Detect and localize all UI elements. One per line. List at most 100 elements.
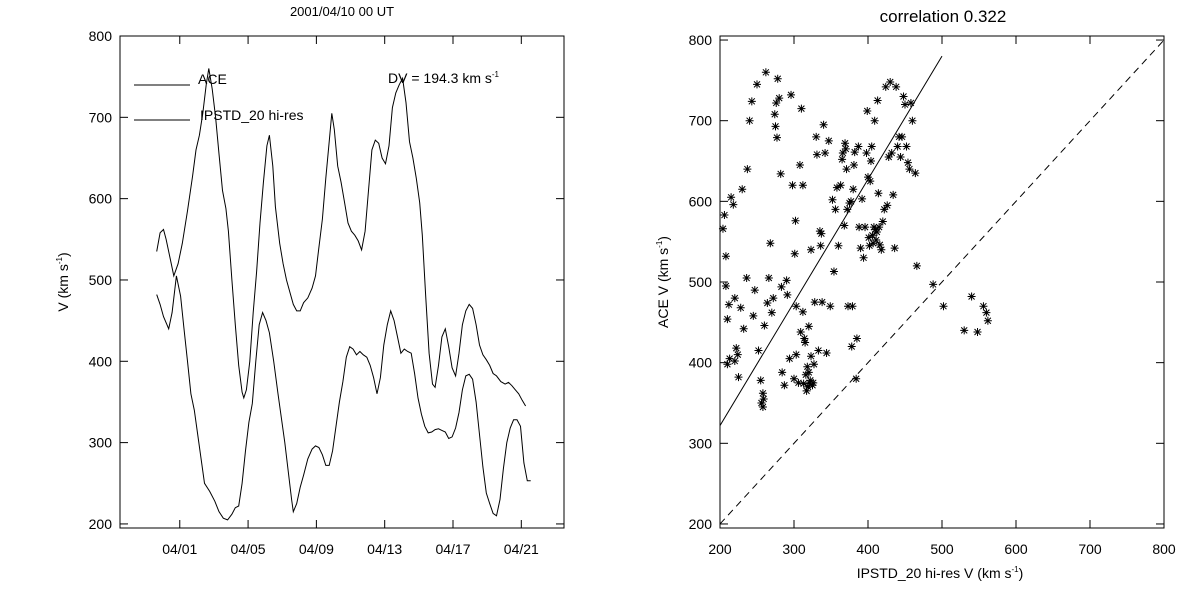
scatter-point (861, 223, 870, 232)
identity-dashed-line (720, 39, 1164, 525)
scatter-point (792, 302, 801, 311)
left-chart-title: 2001/04/10 00 UT (290, 4, 394, 19)
left-y-axis-label-text: V (km s (55, 264, 71, 311)
scatter-point (869, 239, 878, 248)
scatter-point (725, 354, 734, 363)
right-y-tick-label: 700 (689, 113, 713, 129)
left-y-axis-label-close: ) (55, 252, 71, 257)
scatter-point (721, 252, 730, 261)
scatter-point (893, 142, 902, 151)
left-y-axis-label-sup: -1 (55, 257, 64, 265)
scatter-point (840, 221, 849, 230)
left-legend: ACE IPSTD_20 hi-res (134, 71, 303, 123)
scatter-point (982, 308, 991, 317)
scatter-point (758, 403, 767, 412)
scatter-point (810, 298, 819, 307)
scatter-point (887, 148, 896, 157)
scatter-point (864, 173, 872, 182)
scatter-point (866, 157, 875, 166)
scatter-point (831, 205, 840, 214)
scatter-point (766, 239, 775, 248)
scatter-point (804, 322, 813, 331)
scatter-point (898, 132, 907, 141)
right-y-axis-label-close: ) (655, 236, 671, 241)
scatter-point (754, 346, 763, 355)
scatter-point (903, 158, 912, 167)
scatter-point (842, 165, 851, 174)
scatter-point (883, 201, 892, 210)
scatter-point (757, 398, 766, 407)
left-x-tick-label: 04/21 (504, 541, 539, 557)
scatter-point (803, 362, 812, 371)
scatter-point (858, 194, 867, 203)
scatter-point (794, 378, 803, 387)
scatter-point (723, 360, 732, 369)
scatter-point (905, 165, 914, 174)
scatter-point (775, 94, 784, 103)
right-reference-lines (720, 39, 1164, 525)
scatter-point (866, 177, 875, 186)
scatter-point (808, 381, 817, 390)
scatter-point (828, 195, 837, 204)
scatter-point (767, 308, 776, 317)
left-y-tick-label: 300 (89, 435, 113, 451)
scatter-point (773, 74, 782, 83)
left-y-tick-label: 700 (89, 109, 113, 125)
scatter-point (849, 161, 858, 170)
scatter-point (846, 197, 855, 206)
scatter-point (777, 282, 786, 291)
scatter-point (771, 122, 780, 131)
scatter-point (819, 120, 828, 129)
scatter-point (764, 273, 773, 282)
scatter-point (929, 280, 938, 289)
right-x-ticks: 200 300 400 500 600 700 800 (708, 36, 1176, 557)
scatter-point (822, 348, 831, 357)
scatter-point (901, 100, 909, 109)
scatter-point (848, 302, 857, 311)
scatter-point (818, 298, 827, 307)
scatter-point (798, 181, 807, 190)
scatter-point (875, 240, 884, 249)
scatter-point (874, 189, 883, 198)
left-x-tick-label: 04/17 (435, 541, 470, 557)
scatter-point (841, 139, 850, 148)
right-y-axis-label: ACE V (km s-1) (655, 236, 671, 328)
scatter-point (782, 276, 791, 285)
scatter-point (983, 316, 992, 325)
scatter-point (871, 225, 880, 234)
right-x-tick-label: 300 (782, 541, 806, 557)
scatter-point (730, 357, 739, 366)
scatter-point (821, 148, 830, 157)
scatter-point (855, 223, 864, 232)
scatter-point (836, 181, 845, 190)
scatter-point (886, 77, 895, 86)
scatter-point (824, 136, 833, 145)
scatter-point (743, 165, 752, 174)
scatter-point (790, 374, 798, 383)
right-x-tick-label: 500 (930, 541, 954, 557)
right-y-tick-label: 800 (689, 32, 713, 48)
scatter-point (902, 142, 911, 151)
right-y-axis-label-sup: -1 (655, 240, 664, 248)
scatter-point (783, 290, 792, 299)
scatter-point (847, 342, 856, 351)
scatter-point (804, 368, 813, 377)
scatter-point (791, 216, 800, 225)
right-y-axis-label-text: ACE V (km s (655, 248, 671, 328)
scatter-point (739, 324, 748, 333)
scatter-point (780, 381, 789, 390)
scatter-point (854, 142, 863, 151)
dv-annotation-text: DV = 194.3 km s (388, 70, 492, 86)
scatter-point (852, 374, 861, 383)
scatter-point (826, 302, 835, 311)
left-series-group (156, 68, 531, 521)
scatter-point (795, 161, 804, 170)
scatter-point (763, 298, 772, 307)
scatter-point (841, 144, 850, 153)
right-x-tick-label: 800 (1152, 541, 1176, 557)
left-x-tick-label: 04/05 (231, 541, 266, 557)
scatter-point (800, 334, 809, 343)
scatter-point (906, 98, 915, 107)
scatter-point (732, 344, 741, 353)
